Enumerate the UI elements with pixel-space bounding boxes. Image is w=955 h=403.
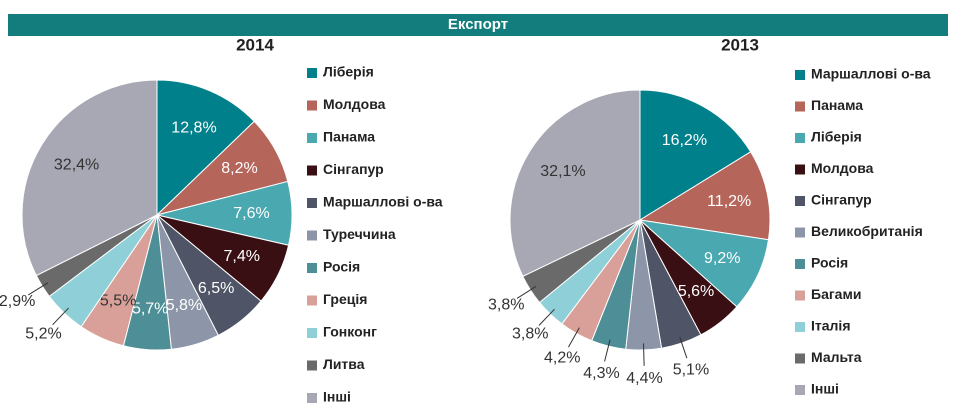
leader-line bbox=[679, 336, 688, 359]
legend-label: Панама bbox=[811, 97, 863, 113]
legend-swatch bbox=[307, 133, 317, 143]
legend-label: Ліберія bbox=[811, 129, 862, 145]
leader-line bbox=[568, 327, 580, 348]
leader-line bbox=[52, 307, 69, 326]
data-label: 5,6% bbox=[678, 283, 714, 300]
legend-label: Молдова bbox=[323, 96, 386, 112]
data-label: 8,2% bbox=[221, 160, 257, 177]
legend-swatch bbox=[307, 295, 317, 306]
data-label: 3,8% bbox=[488, 296, 524, 313]
legend-label: Греція bbox=[323, 291, 367, 307]
legend-swatch bbox=[795, 101, 805, 112]
pie-slice bbox=[156, 79, 255, 217]
legend-swatch bbox=[795, 70, 805, 80]
legend-label: Сінгапур bbox=[323, 161, 384, 177]
leader-line bbox=[538, 308, 555, 326]
data-label: 6,5% bbox=[198, 280, 234, 297]
data-label: 3,8% bbox=[512, 326, 548, 343]
legend-label: Мальта bbox=[811, 349, 862, 365]
legend-label: Маршаллові о-ва bbox=[811, 66, 931, 82]
legend-swatch bbox=[795, 322, 805, 332]
legend-label: Гонконг bbox=[323, 324, 377, 340]
legend-label: Інші bbox=[811, 381, 839, 397]
data-label: 7,6% bbox=[233, 205, 269, 222]
data-label: 2,9% bbox=[0, 293, 35, 310]
data-label: 4,3% bbox=[583, 365, 619, 382]
data-label: 12,8% bbox=[171, 119, 216, 136]
legend-label: Туреччина bbox=[323, 226, 396, 242]
legend-label: Італія bbox=[811, 318, 850, 334]
legend-swatch bbox=[307, 328, 317, 338]
legend-label: Литва bbox=[323, 356, 365, 372]
legend-label: Росія bbox=[811, 255, 848, 271]
data-label: 5,5% bbox=[100, 292, 136, 309]
legend-swatch bbox=[795, 164, 805, 175]
pie-slice bbox=[639, 89, 752, 221]
legend-swatch bbox=[795, 259, 805, 269]
legend-label: Сінгапур bbox=[811, 192, 872, 208]
leader-line bbox=[604, 339, 611, 362]
data-label: 5,1% bbox=[673, 361, 709, 378]
legend-swatch bbox=[307, 165, 317, 176]
data-label: 9,2% bbox=[704, 250, 740, 267]
leader-line bbox=[642, 343, 645, 366]
data-label: 32,1% bbox=[540, 163, 585, 180]
legend-swatch bbox=[307, 393, 317, 403]
legend-swatch bbox=[795, 196, 805, 206]
legend-swatch bbox=[307, 198, 317, 208]
legend-swatch bbox=[795, 227, 805, 238]
legend-swatch bbox=[795, 133, 805, 143]
data-label: 5,8% bbox=[166, 297, 202, 314]
leader-line bbox=[516, 285, 537, 299]
legend-swatch bbox=[307, 360, 317, 371]
data-label: 16,2% bbox=[662, 132, 707, 149]
banner-title: Експорт bbox=[448, 16, 508, 33]
legend-label: Маршаллові о-ва bbox=[323, 194, 443, 210]
legend-swatch bbox=[307, 230, 317, 241]
chart-title: 2013 bbox=[721, 35, 759, 54]
legend-label: Ліберія bbox=[323, 64, 374, 80]
data-label: 7,4% bbox=[223, 248, 259, 265]
pie-slice bbox=[509, 89, 641, 277]
legend-swatch bbox=[307, 68, 317, 78]
legend-label: Росія bbox=[323, 259, 360, 275]
data-label: 4,4% bbox=[626, 370, 662, 387]
pie-slice bbox=[638, 151, 771, 241]
legend-label: Великобританія bbox=[811, 223, 923, 239]
data-label: 4,2% bbox=[544, 349, 580, 366]
data-label: 5,2% bbox=[25, 326, 61, 343]
data-label: 5,7% bbox=[132, 300, 168, 317]
legend-label: Молдова bbox=[811, 160, 874, 176]
data-label: 11,2% bbox=[707, 193, 751, 210]
data-label: 32,4% bbox=[54, 157, 99, 174]
legend-swatch bbox=[307, 263, 317, 273]
chart-title: 2014 bbox=[236, 35, 274, 54]
legend-swatch bbox=[307, 100, 317, 111]
pie-slice bbox=[21, 79, 158, 277]
leader-line bbox=[28, 282, 49, 296]
legend-swatch bbox=[795, 290, 805, 301]
legend-swatch bbox=[795, 353, 805, 364]
legend-label: Інші bbox=[323, 389, 351, 403]
legend-label: Багами bbox=[811, 286, 861, 302]
legend-label: Панама bbox=[323, 129, 375, 145]
legend-swatch bbox=[795, 385, 805, 395]
banner-bar bbox=[8, 14, 948, 36]
